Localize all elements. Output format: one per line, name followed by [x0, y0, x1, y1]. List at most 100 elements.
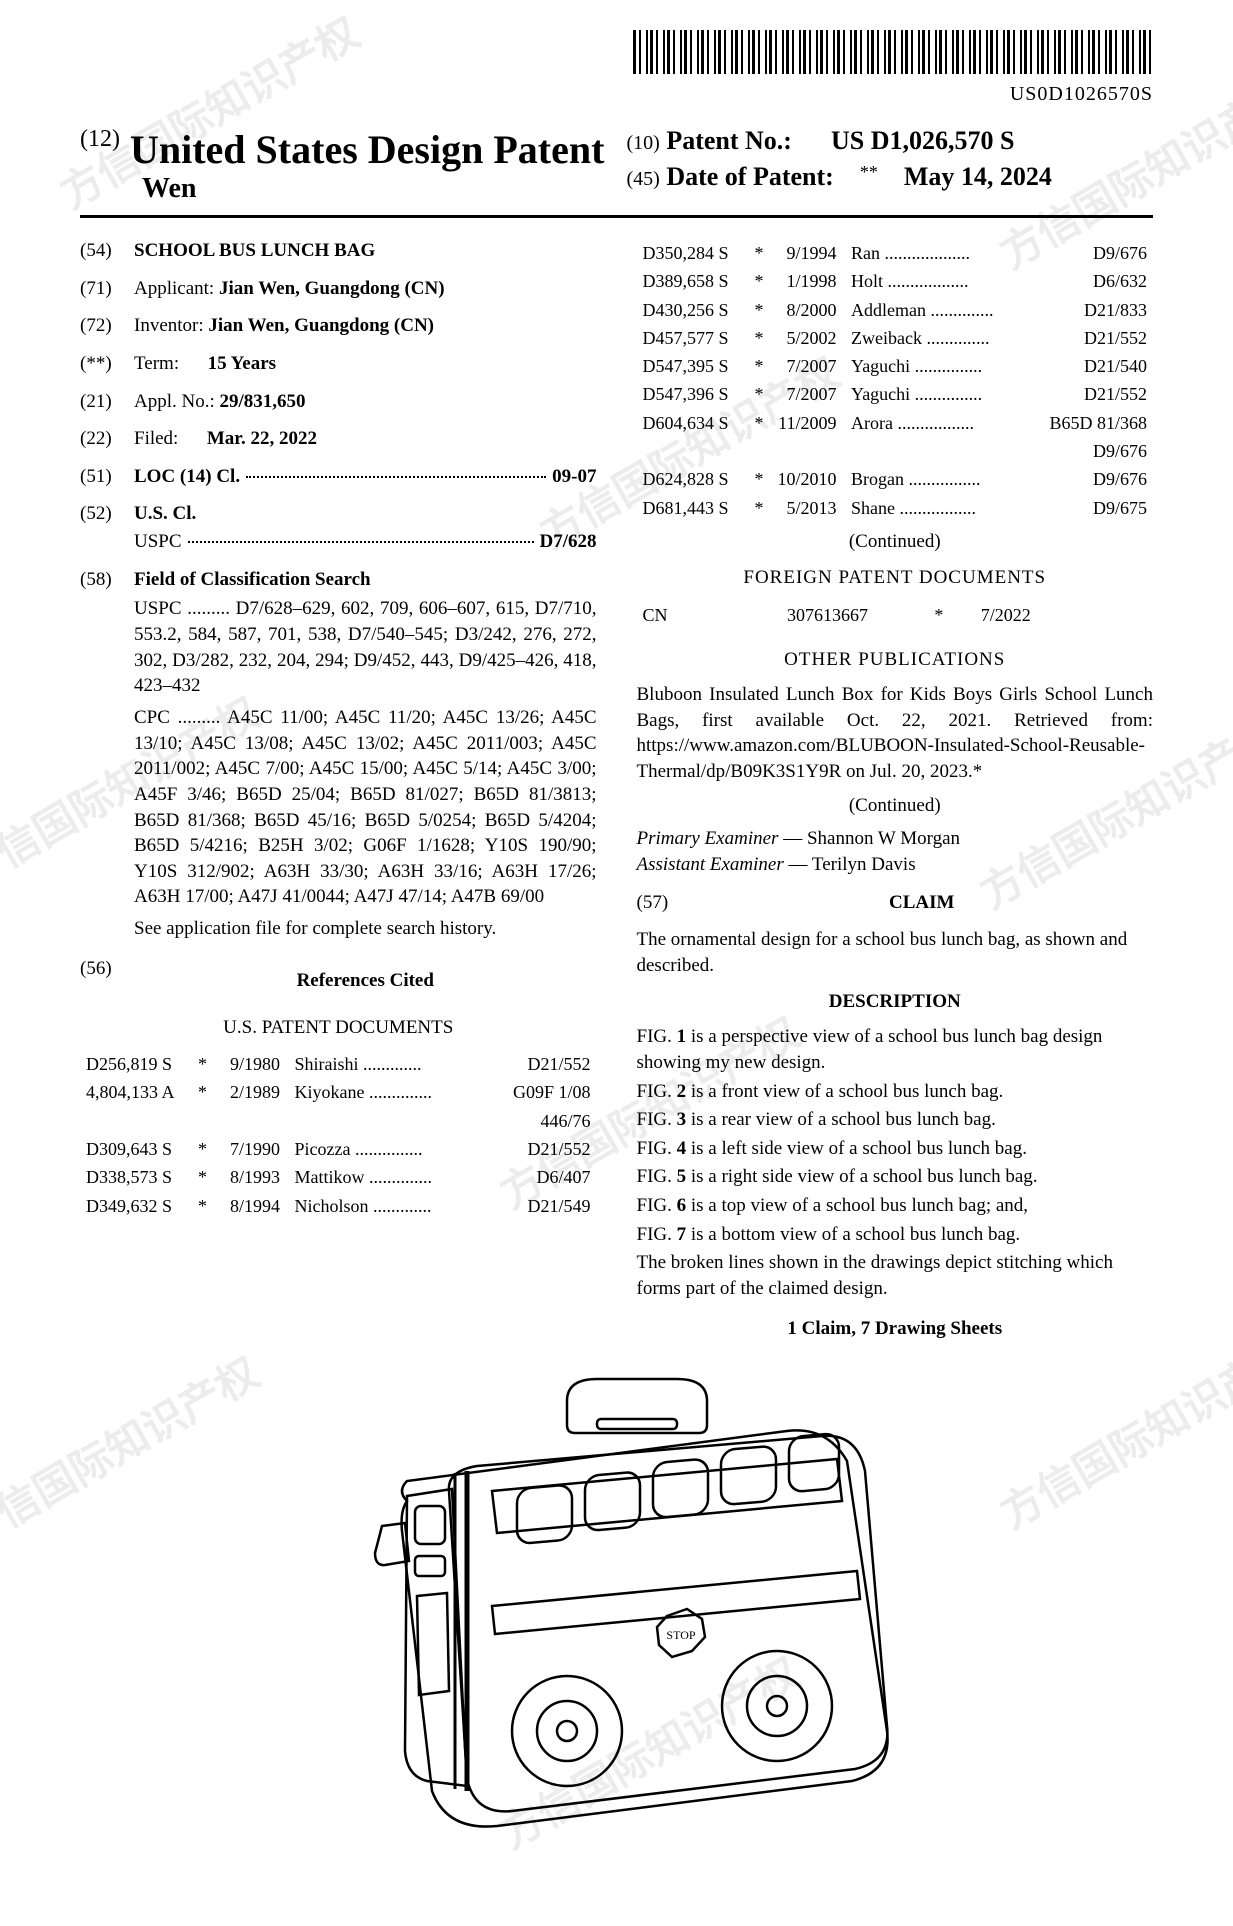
- ref-row: D430,256 S*8/2000 Addleman .............…: [639, 297, 1152, 323]
- header-rule: [80, 215, 1153, 218]
- assistant-examiner: Assistant Examiner — Terilyn Davis: [637, 852, 1154, 878]
- field-uspc: USPC ......... D7/628–629, 602, 709, 606…: [80, 596, 597, 699]
- term-label: Term:: [134, 353, 179, 374]
- invention-title: SCHOOL BUS LUNCH BAG: [134, 238, 597, 264]
- inventor-value: Jian Wen, Guangdong (CN): [208, 315, 434, 336]
- other-pub-title: OTHER PUBLICATIONS: [637, 647, 1154, 673]
- inventor-label: Inventor:: [134, 315, 204, 336]
- loc-dots: [246, 464, 546, 478]
- left-column: (54) SCHOOL BUS LUNCH BAG (71) Applicant…: [80, 238, 597, 1341]
- patent-date-row: (45) Date of Patent: ** May 14, 2024: [627, 162, 1154, 192]
- uspc-value: D7/628: [540, 529, 597, 555]
- patent-drawing: STOP: [80, 1361, 1153, 1846]
- claim-sheets-footer: 1 Claim, 7 Drawing Sheets: [637, 1316, 1154, 1342]
- patent-no-label: Patent No.:: [666, 126, 792, 155]
- claim-text: The ornamental design for a school bus l…: [637, 927, 1154, 978]
- ref-row: D681,443 S*5/2013 Shane ................…: [639, 495, 1152, 521]
- assistant-value: Terilyn Davis: [812, 854, 916, 875]
- patent-no-num: (10): [627, 132, 660, 154]
- ref-row: D624,828 S*10/2010 Brogan ..............…: [639, 466, 1152, 492]
- primary-value: Shannon W Morgan: [807, 828, 960, 849]
- filed-label: Filed:: [134, 428, 178, 449]
- primary-label: Primary Examiner: [637, 828, 779, 849]
- date-value: May 14, 2024: [904, 162, 1052, 191]
- term-num: (**): [80, 351, 134, 377]
- foreign-cc: CN: [639, 602, 725, 628]
- description-line: The broken lines shown in the drawings d…: [637, 1250, 1154, 1301]
- applicant-value: Jian Wen, Guangdong (CN): [219, 278, 445, 299]
- field-cpc: CPC ......... A45C 11/00; A45C 11/20; A4…: [80, 705, 597, 910]
- author-name: Wen: [80, 173, 607, 205]
- ref-row: D349,632 S*8/1994 Nicholson ............…: [82, 1193, 595, 1219]
- applicant-num: (71): [80, 276, 134, 302]
- foreign-table: CN 307613667 * 7/2022: [637, 600, 1154, 630]
- description-line: FIG. 2 is a front view of a school bus l…: [637, 1079, 1154, 1105]
- assistant-label: Assistant Examiner: [637, 854, 784, 875]
- uspc-label: USPC: [134, 529, 182, 555]
- claim-label: CLAIM: [889, 892, 954, 913]
- description-line: FIG. 4 is a left side view of a school b…: [637, 1136, 1154, 1162]
- loc-label: LOC (14) Cl.: [134, 464, 240, 490]
- inventor-num: (72): [80, 313, 134, 339]
- title-num: (54): [80, 238, 134, 264]
- primary-examiner: Primary Examiner — Shannon W Morgan: [637, 826, 1154, 852]
- uscl-num: (52): [80, 501, 134, 527]
- ref-row: 446/76: [82, 1108, 595, 1134]
- foreign-date: 7/2022: [977, 602, 1128, 628]
- continued-1: (Continued): [637, 529, 1154, 555]
- refs-subtitle: U.S. PATENT DOCUMENTS: [80, 1015, 597, 1041]
- loc-value: 09-07: [552, 464, 596, 490]
- appl-value: 29/831,650: [220, 391, 306, 412]
- ref-row: D604,634 S*11/2009 Arora ...............…: [639, 410, 1152, 436]
- date-label: Date of Patent:: [666, 162, 834, 191]
- loc-num: (51): [80, 464, 134, 490]
- ref-row: D350,284 S*9/1994 Ran ..................…: [639, 240, 1152, 266]
- refs-table-right: D350,284 S*9/1994 Ran ..................…: [637, 238, 1154, 523]
- foreign-mark: *: [930, 602, 974, 628]
- appl-num: (21): [80, 389, 134, 415]
- description-body: FIG. 1 is a perspective view of a school…: [637, 1024, 1154, 1301]
- foreign-title: FOREIGN PATENT DOCUMENTS: [637, 565, 1154, 591]
- description-line: FIG. 6 is a top view of a school bus lun…: [637, 1193, 1154, 1219]
- field-num: (58): [80, 567, 134, 593]
- patent-no-value: US D1,026,570 S: [831, 126, 1014, 155]
- field-note: See application file for complete search…: [80, 916, 597, 942]
- ref-row: D338,573 S*8/1993 Mattikow .............…: [82, 1164, 595, 1190]
- patent-number-row: (10) Patent No.: US D1,026,570 S: [627, 126, 1154, 156]
- filed-value: Mar. 22, 2022: [207, 428, 317, 449]
- continued-2: (Continued): [637, 793, 1154, 819]
- ref-row: D457,577 S*5/2002 Zweiback .............…: [639, 325, 1152, 351]
- ref-row: D547,396 S*7/2007 Yaguchi ..............…: [639, 381, 1152, 407]
- right-column: D350,284 S*9/1994 Ran ..................…: [637, 238, 1154, 1341]
- description-line: FIG. 1 is a perspective view of a school…: [637, 1024, 1154, 1075]
- ref-row: D547,395 S*7/2007 Yaguchi ..............…: [639, 353, 1152, 379]
- lunch-bag-illustration: STOP: [267, 1361, 967, 1841]
- field-label: Field of Classification Search: [134, 569, 371, 590]
- ref-row: D256,819 S*9/1980 Shiraishi ............…: [82, 1051, 595, 1077]
- other-pub-text: Bluboon Insulated Lunch Box for Kids Boy…: [637, 682, 1154, 785]
- barcode-text: US0D1026570S: [80, 83, 1153, 106]
- term-value: 15 Years: [208, 353, 276, 374]
- uscl-label: U.S. Cl.: [134, 503, 196, 524]
- claim-num: (57): [637, 890, 691, 916]
- doc-type-text: United States Design Patent: [130, 127, 604, 172]
- date-num: (45): [627, 168, 660, 190]
- refs-table-left: D256,819 S*9/1980 Shiraishi ............…: [80, 1049, 597, 1221]
- refs-num: (56): [80, 956, 134, 1004]
- ref-row: D9/676: [639, 438, 1152, 464]
- doc-type-num: (12): [80, 126, 120, 152]
- uspc-dots: [188, 529, 534, 543]
- appl-label: Appl. No.:: [134, 391, 215, 412]
- document-type: (12) United States Design Patent: [80, 126, 607, 173]
- applicant-label: Applicant:: [134, 278, 214, 299]
- ref-row: D309,643 S*7/1990 Picozza ..............…: [82, 1136, 595, 1162]
- svg-text:STOP: STOP: [666, 1628, 695, 1642]
- ref-row: D389,658 S*1/1998 Holt .................…: [639, 268, 1152, 294]
- barcode: [633, 30, 1153, 74]
- description-label: DESCRIPTION: [829, 991, 961, 1012]
- description-line: FIG. 3 is a rear view of a school bus lu…: [637, 1107, 1154, 1133]
- date-stars: **: [860, 162, 878, 182]
- foreign-id: 307613667: [727, 602, 929, 628]
- refs-label: References Cited: [134, 968, 597, 994]
- description-line: FIG. 5 is a right side view of a school …: [637, 1164, 1154, 1190]
